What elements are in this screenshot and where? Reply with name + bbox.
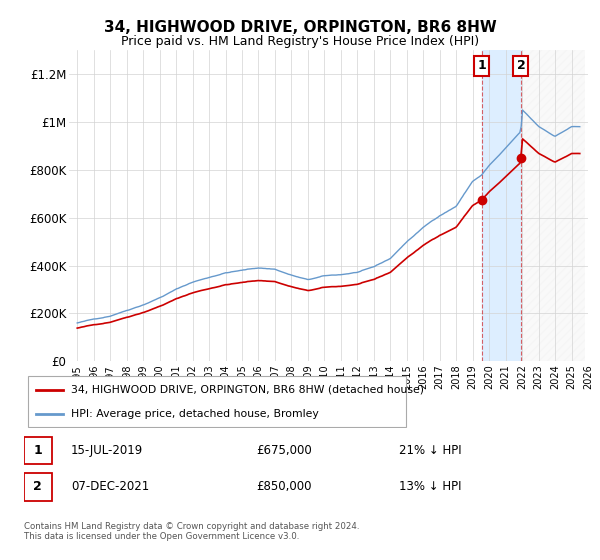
Text: HPI: Average price, detached house, Bromley: HPI: Average price, detached house, Brom… <box>71 409 319 419</box>
Text: 34, HIGHWOOD DRIVE, ORPINGTON, BR6 8HW: 34, HIGHWOOD DRIVE, ORPINGTON, BR6 8HW <box>104 20 496 35</box>
FancyBboxPatch shape <box>24 437 52 464</box>
Text: 1: 1 <box>477 59 486 72</box>
Text: £850,000: £850,000 <box>256 480 311 493</box>
Text: 07-DEC-2021: 07-DEC-2021 <box>71 480 149 493</box>
Text: 2: 2 <box>517 59 526 72</box>
Text: 2: 2 <box>34 480 42 493</box>
Text: 13% ↓ HPI: 13% ↓ HPI <box>400 480 462 493</box>
Text: 34, HIGHWOOD DRIVE, ORPINGTON, BR6 8HW (detached house): 34, HIGHWOOD DRIVE, ORPINGTON, BR6 8HW (… <box>71 385 424 395</box>
Text: Contains HM Land Registry data © Crown copyright and database right 2024.
This d: Contains HM Land Registry data © Crown c… <box>24 522 359 542</box>
FancyBboxPatch shape <box>28 376 406 427</box>
Text: 15-JUL-2019: 15-JUL-2019 <box>71 444 143 457</box>
Bar <box>521 50 585 361</box>
FancyBboxPatch shape <box>24 473 52 501</box>
Bar <box>482 50 521 361</box>
Text: 1: 1 <box>34 444 42 457</box>
Text: 21% ↓ HPI: 21% ↓ HPI <box>400 444 462 457</box>
Text: £675,000: £675,000 <box>256 444 311 457</box>
Text: Price paid vs. HM Land Registry's House Price Index (HPI): Price paid vs. HM Land Registry's House … <box>121 35 479 48</box>
